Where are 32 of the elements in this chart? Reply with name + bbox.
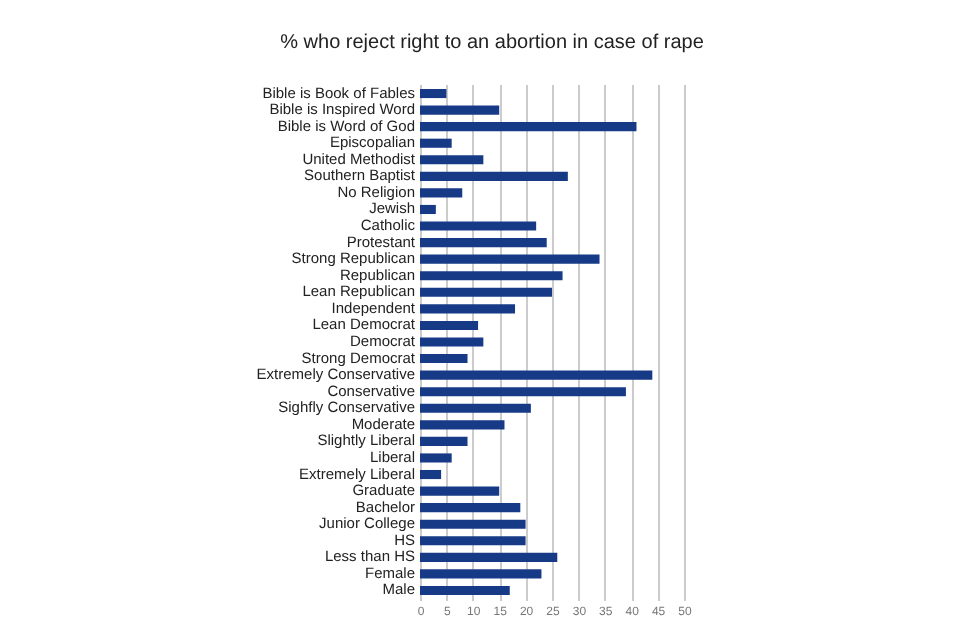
bar xyxy=(420,188,463,198)
bar xyxy=(420,204,436,215)
bar xyxy=(420,320,479,330)
bar xyxy=(420,503,521,513)
bar xyxy=(420,519,526,529)
bar xyxy=(420,354,468,364)
bar xyxy=(420,552,558,562)
bar xyxy=(420,536,526,546)
bar xyxy=(420,585,510,596)
bar xyxy=(420,287,552,297)
bar xyxy=(420,387,626,397)
bar xyxy=(420,254,600,264)
bar xyxy=(420,122,637,132)
bar xyxy=(420,370,653,380)
bar xyxy=(420,337,484,347)
bar xyxy=(420,238,547,248)
bar xyxy=(420,88,447,99)
bar xyxy=(420,469,442,480)
bar xyxy=(420,155,484,165)
bar xyxy=(420,420,505,430)
bar xyxy=(420,304,516,314)
bar xyxy=(420,171,568,181)
bar xyxy=(420,221,537,231)
bar xyxy=(420,403,531,413)
chart-title: % who reject right to an abortion in case of rape xyxy=(280,32,705,54)
bar xyxy=(420,436,468,446)
bar xyxy=(420,453,452,463)
bar xyxy=(420,486,500,496)
bar xyxy=(420,271,563,281)
bar xyxy=(420,569,542,579)
bar xyxy=(420,138,452,148)
bar xyxy=(420,105,500,115)
